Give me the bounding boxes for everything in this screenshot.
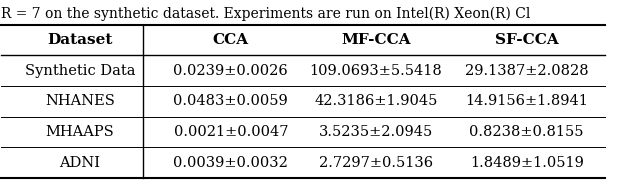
Text: 29.1387±2.0828: 29.1387±2.0828	[465, 64, 589, 78]
Text: 0.8238±0.8155: 0.8238±0.8155	[470, 125, 584, 139]
Text: 0.0239±0.0026: 0.0239±0.0026	[173, 64, 288, 78]
Text: CCA: CCA	[212, 33, 249, 47]
Text: 0.0483±0.0059: 0.0483±0.0059	[173, 94, 288, 108]
Text: NHANES: NHANES	[45, 94, 115, 108]
Text: 3.5235±2.0945: 3.5235±2.0945	[319, 125, 433, 139]
Text: 42.3186±1.9045: 42.3186±1.9045	[314, 94, 438, 108]
Text: ADNI: ADNI	[60, 156, 100, 170]
Text: 0.0039±0.0032: 0.0039±0.0032	[173, 156, 288, 170]
Text: R = 7 on the synthetic dataset. Experiments are run on Intel(R) Xeon(R) Cl: R = 7 on the synthetic dataset. Experime…	[1, 7, 531, 21]
Text: MF-CCA: MF-CCA	[341, 33, 411, 47]
Text: 1.8489±1.0519: 1.8489±1.0519	[470, 156, 584, 170]
Text: Dataset: Dataset	[47, 33, 113, 47]
Text: 2.7297±0.5136: 2.7297±0.5136	[319, 156, 433, 170]
Text: MHAAPS: MHAAPS	[45, 125, 115, 139]
Text: 109.0693±5.5418: 109.0693±5.5418	[309, 64, 442, 78]
Text: SF-CCA: SF-CCA	[495, 33, 559, 47]
Text: 0.0021±0.0047: 0.0021±0.0047	[173, 125, 288, 139]
Text: 14.9156±1.8941: 14.9156±1.8941	[465, 94, 588, 108]
Text: Synthetic Data: Synthetic Data	[24, 64, 135, 78]
